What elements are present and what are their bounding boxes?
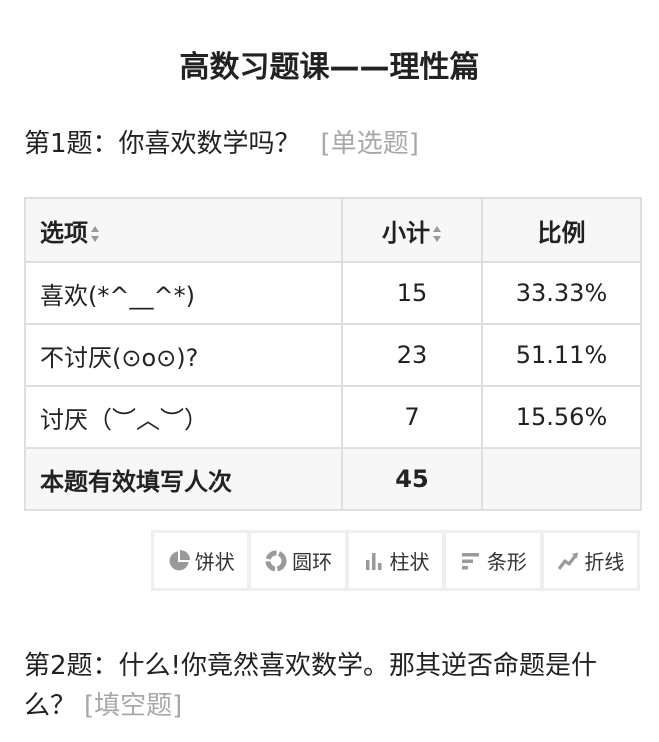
header-percent: 比例 — [481, 197, 642, 263]
row-percent: 33.33% — [481, 261, 642, 325]
donut-chart-icon — [265, 550, 287, 571]
header-percent-label: 比例 — [537, 218, 586, 247]
chart-type-toolbar: 饼状 圆环 柱状 条形 折线 — [151, 530, 640, 591]
table-row: 讨厌（︶︿︶） 7 15.56% — [24, 385, 642, 449]
bar-chart-icon — [365, 552, 382, 570]
line-chart-label: 折线 — [584, 550, 625, 574]
total-empty-cell — [481, 447, 642, 511]
total-count: 45 — [341, 447, 483, 511]
question-1-text: 第1题：你喜欢数学吗？ — [24, 129, 301, 159]
donut-chart-label: 圆环 — [292, 550, 333, 574]
donut-chart-button[interactable]: 圆环 — [251, 533, 345, 588]
horizontal-bar-button[interactable]: 条形 — [446, 533, 540, 588]
row-option: 喜欢(*^__^*) — [24, 261, 343, 325]
row-percent: 15.56% — [481, 385, 642, 449]
line-chart-button[interactable]: 折线 — [543, 533, 638, 588]
header-count-label: 小计 — [382, 218, 430, 247]
bar-chart-button[interactable]: 柱状 — [348, 533, 443, 588]
bar-chart-label: 柱状 — [389, 550, 430, 574]
horizontal-bar-label: 条形 — [486, 550, 527, 574]
pie-chart-label: 饼状 — [194, 550, 235, 574]
question-2: 第2题：什么!你竟然喜欢数学。那其逆否命题是什么？ [填空题] — [24, 646, 634, 726]
row-percent: 51.11% — [481, 323, 642, 387]
table-header-row: 选项 小计 比例 — [24, 197, 642, 263]
pie-chart-icon — [169, 549, 190, 570]
row-count: 15 — [341, 261, 483, 325]
sort-icon[interactable] — [433, 225, 442, 242]
table-total-row: 本题有效填写人次 45 — [24, 447, 642, 511]
question-2-text: 第2题：什么!你竟然喜欢数学。那其逆否命题是什么？ — [24, 651, 597, 721]
table-row: 不讨厌(⊙o⊙)? 23 51.11% — [24, 323, 642, 387]
horizontal-bar-icon — [461, 552, 479, 569]
header-option-label: 选项 — [40, 218, 88, 247]
page-title: 高数习题课——理性篇 — [179, 50, 480, 85]
row-count: 23 — [341, 323, 483, 387]
header-option[interactable]: 选项 — [24, 197, 343, 263]
row-option: 不讨厌(⊙o⊙)? — [24, 323, 343, 387]
total-label: 本题有效填写人次 — [24, 447, 343, 511]
question-1: 第1题：你喜欢数学吗？ [单选题] — [24, 124, 419, 164]
question-1-type: [单选题] — [320, 129, 419, 159]
row-count: 7 — [341, 385, 483, 449]
pie-chart-button[interactable]: 饼状 — [154, 533, 248, 588]
sort-icon[interactable] — [91, 225, 100, 242]
line-chart-icon — [558, 552, 579, 570]
question-2-type: [填空题] — [84, 691, 183, 721]
table-row: 喜欢(*^__^*) 15 33.33% — [24, 261, 642, 325]
results-table: 选项 小计 比例 喜欢(*^__^*) 15 33.33% 不讨厌(⊙o⊙)? … — [24, 197, 642, 511]
header-count[interactable]: 小计 — [341, 197, 483, 263]
row-option: 讨厌（︶︿︶） — [24, 385, 343, 449]
